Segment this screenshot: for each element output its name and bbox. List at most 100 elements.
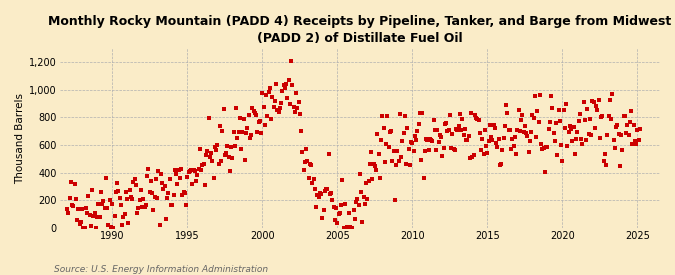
Point [153,169,164,174]
Point [99,206,110,210]
Point [79,225,90,230]
Point [157,180,167,185]
Point [447,132,458,137]
Point [385,129,396,134]
Point [488,122,499,127]
Point [402,126,413,131]
Point [605,98,616,102]
Point [147,191,158,196]
Point [190,178,201,183]
Point [627,142,638,147]
Point [529,116,539,120]
Point [568,125,579,130]
Point [397,138,408,143]
Point [521,131,532,135]
Point [62,207,73,211]
Point [513,108,524,113]
Point [284,102,295,106]
Point [378,126,389,130]
Point [606,116,617,121]
Point [115,202,126,207]
Point [282,96,293,100]
Point [394,159,404,164]
Point [483,139,494,143]
Point [258,105,269,109]
Point [112,181,123,185]
Point [127,197,138,202]
Point [196,168,207,172]
Point [307,181,318,186]
Point [462,138,472,142]
Point [375,175,385,180]
Point [327,198,338,202]
Point [418,175,429,180]
Point [538,146,549,150]
Point [93,201,104,206]
Point [124,188,135,192]
Point [88,214,99,219]
Point [152,196,163,200]
Point [596,115,607,119]
Point [259,123,270,127]
Point [143,167,154,171]
Point [373,152,384,157]
Point [437,154,448,158]
Point [130,177,140,182]
Point [564,130,574,134]
Point [230,144,240,148]
Point [413,122,424,126]
Point [325,191,336,195]
Point [225,145,236,149]
Point [597,113,608,118]
Point [303,176,314,181]
Point [304,162,315,167]
Point [396,155,406,159]
Point [283,78,294,82]
Point [148,208,159,212]
Point [623,132,634,137]
Point [87,188,98,192]
Point [621,131,632,135]
Point [102,205,113,210]
Point [523,150,534,154]
Point [610,146,620,150]
Point [74,221,85,226]
Point [350,216,360,221]
Point [362,196,373,201]
Point [460,126,470,131]
Point [456,128,466,133]
Point [368,162,379,166]
Point [309,186,320,191]
Point [545,120,556,124]
Point [176,166,186,171]
Point [571,137,582,141]
Point [219,153,230,158]
Point [343,211,354,216]
Point [408,148,419,153]
Point [366,150,377,155]
Point [273,109,284,114]
Point [422,138,433,142]
Point [323,152,334,156]
Point [351,200,362,204]
Point [103,223,114,227]
Point [539,170,550,175]
Point [357,220,368,224]
Point [599,152,610,156]
Point [212,143,223,147]
Point [138,196,149,201]
Point [564,123,575,128]
Point [557,158,568,163]
Point [231,106,242,110]
Point [543,127,554,131]
Point [443,128,454,132]
Point [218,107,229,112]
Point [215,124,225,129]
Point [222,144,233,149]
Point [432,128,443,132]
Point [438,145,449,150]
Point [263,89,274,94]
Point [473,118,484,122]
Point [377,114,387,118]
Point [426,138,437,143]
